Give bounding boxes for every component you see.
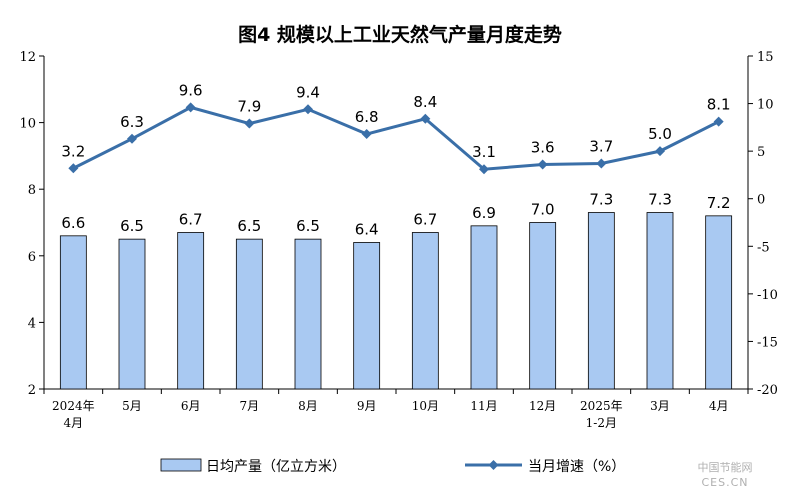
line-data-label: 6.3	[120, 113, 144, 131]
bar-data-label: 7.0	[531, 201, 555, 219]
bar	[529, 222, 557, 390]
line-data-label: 3.2	[61, 142, 85, 160]
chart-title: 图4 规模以上工业天然气产量月度走势	[238, 23, 562, 46]
line-data-label: 8.1	[707, 96, 731, 114]
bar-data-label: 6.4	[355, 220, 379, 238]
line-path	[72, 105, 720, 171]
line-data-label: 3.6	[531, 138, 555, 156]
y-right-tick-label: 5	[757, 145, 765, 160]
y-left-tick-label: 10	[19, 117, 36, 132]
y-right-tick-label: 0	[757, 193, 765, 208]
legend-swatch-bar	[160, 458, 202, 472]
bar-data-label: 7.2	[707, 194, 731, 212]
bar	[118, 238, 146, 390]
x-tick-label: 4月	[709, 399, 729, 413]
x-tick-label: 6月	[181, 399, 201, 413]
line-marker	[303, 104, 313, 115]
y-right-tick-label: 15	[757, 50, 774, 65]
bar	[705, 215, 733, 390]
line-marker	[127, 133, 137, 144]
bar	[411, 232, 439, 390]
legend: 日均产量（亿立方米） 当月增速（%）	[160, 458, 625, 475]
line-marker	[655, 146, 665, 157]
line-marker	[185, 102, 196, 113]
line-marker	[361, 129, 372, 140]
y-right-tick-label: -10	[757, 288, 778, 303]
bar-data-label: 7.3	[648, 191, 672, 209]
legend-label-line: 当月增速（%）	[528, 459, 625, 475]
bar	[177, 232, 205, 390]
x-tick-label: 2025年	[580, 399, 623, 413]
y-right-tick-label: 10	[757, 98, 774, 113]
x-tick-label: 12月	[529, 399, 556, 413]
y-right-tick-label: -5	[757, 240, 770, 255]
line-marker	[713, 116, 724, 127]
x-tick-label: 7月	[240, 399, 260, 413]
x-tick-label: 3月	[650, 399, 670, 413]
bar-series	[59, 212, 733, 390]
line-data-label: 7.9	[237, 98, 261, 116]
axes: 2 4 6 8 10 12 -20 -15 -10 -5 0 5 10 15	[19, 50, 777, 398]
y-left-tick-label: 8	[28, 183, 36, 198]
x-tick-label: 4月	[64, 416, 84, 430]
y-right-tick-label: -20	[757, 383, 778, 398]
bar-data-label: 6.7	[413, 210, 437, 228]
bar-data-label: 6.5	[120, 217, 144, 235]
bar-data-label: 7.3	[589, 191, 613, 209]
watermark-text-1: 中国节能网	[698, 460, 753, 474]
line-marker	[68, 163, 79, 174]
bar	[294, 238, 322, 390]
line-marker	[537, 159, 548, 170]
line-series	[68, 102, 724, 175]
line-data-label: 8.4	[413, 93, 437, 111]
line-marker	[244, 118, 255, 129]
x-tick-label: 1-2月	[586, 416, 617, 430]
bar-data-label: 6.6	[61, 214, 85, 232]
y-right-tick-label: -15	[757, 335, 778, 350]
bar	[353, 242, 381, 390]
bar-data-label: 6.7	[179, 210, 203, 228]
legend-marker-line	[488, 460, 499, 470]
line-data-labels: 3.2 6.3 9.6 7.9 9.4 6.8 8.4 3.1 3.6 3.7 5.0 8.1	[61, 81, 730, 161]
bar-data-labels: 6.6 6.5 6.7 6.5 6.5 6.4 6.7 6.9 7.0 7.3 7.3 7.2	[61, 191, 730, 239]
bar	[646, 212, 674, 390]
bar-data-label: 6.9	[472, 204, 496, 222]
y-left-tick-label: 12	[19, 50, 36, 65]
line-marker	[420, 113, 431, 124]
y-left-tick-label: 4	[28, 316, 36, 331]
line-data-label: 9.6	[179, 81, 203, 99]
line-marker	[479, 164, 489, 175]
line-data-label: 3.1	[472, 143, 496, 161]
y-left-tick-label: 6	[28, 250, 36, 265]
x-tick-label: 8月	[298, 399, 318, 413]
legend-label-bar: 日均产量（亿立方米）	[206, 459, 346, 475]
x-tick-label: 10月	[412, 399, 439, 413]
line-marker	[596, 158, 607, 169]
line-data-label: 9.4	[296, 83, 320, 101]
bar	[587, 212, 615, 390]
bar-data-label: 6.5	[237, 217, 261, 235]
watermark: 中国节能网 CES.CN	[698, 460, 753, 489]
bar-data-label: 6.5	[296, 217, 320, 235]
bar	[235, 238, 263, 390]
x-tick-label: 11月	[470, 399, 497, 413]
line-data-label: 5.0	[648, 125, 672, 143]
x-tick-label: 5月	[122, 399, 142, 413]
line-data-label: 6.8	[355, 108, 379, 126]
bar	[59, 235, 87, 390]
x-tick-labels: 2024年 4月 5月 6月 7月 8月 9月 10月 11月 12月 2025年 1-2月 3月 4月	[52, 399, 728, 430]
line-data-label: 3.7	[589, 138, 613, 156]
y-left-tick-label: 2	[28, 383, 36, 398]
watermark-text-2: CES.CN	[701, 476, 748, 489]
x-tick-label: 2024年	[52, 399, 95, 413]
bar	[470, 225, 498, 390]
x-tick-label: 9月	[357, 399, 377, 413]
